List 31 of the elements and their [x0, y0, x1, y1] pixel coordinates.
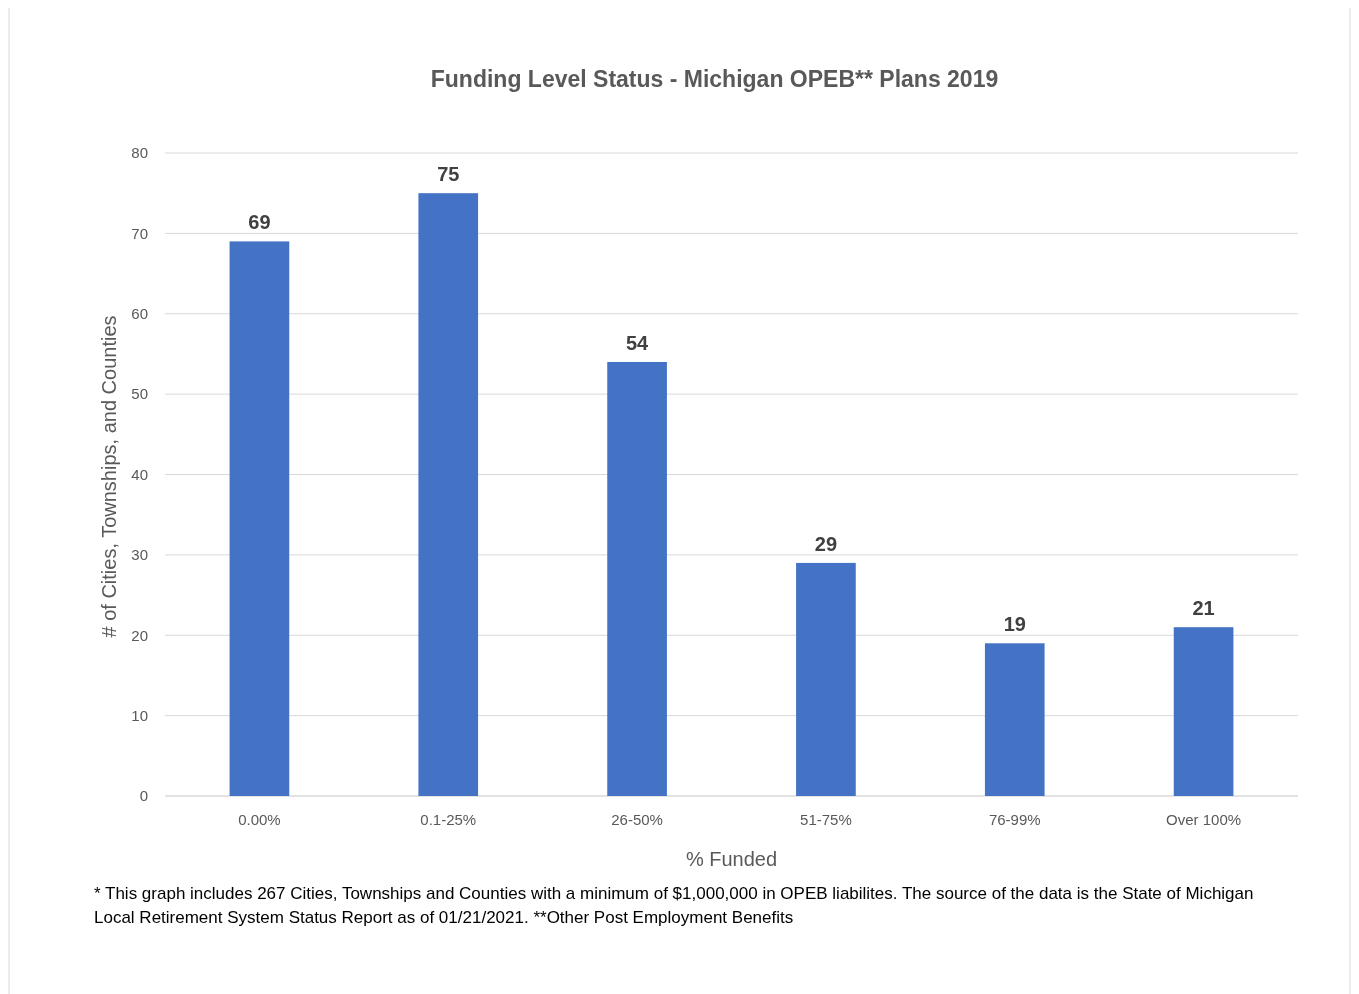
data-label: 19 — [1003, 613, 1026, 636]
x-tick-label: 26-50% — [611, 811, 663, 828]
y-tick-label: 30 — [131, 546, 148, 564]
y-axis-title: # of Cities, Townships, and Counties — [98, 315, 120, 638]
bar — [796, 562, 856, 796]
data-label: 29 — [814, 532, 838, 555]
text: * This graph includes 267 Cities, Townships and Counties with a minimum of $1,000,000 in OPEB liabilites. The source of the data is the State of Michigan Local Retirement System Status Report as of 01/21/2021. **Other Post Employment Benefits — [94, 883, 1255, 929]
y-tick-label: 20 — [131, 626, 148, 644]
data-label: 21 — [1192, 597, 1215, 620]
y-tick-label: 70 — [131, 224, 148, 242]
y-tick-label: 40 — [131, 465, 148, 483]
y-tick-label: 80 — [131, 144, 148, 162]
chart-title: Funding Level Status - Michigan OPEB** Plans 2019 — [430, 66, 999, 92]
data-label: 69 — [248, 211, 271, 234]
y-tick-label: 0 — [139, 787, 148, 805]
x-tick-label: Over 100% — [1166, 811, 1242, 828]
data-label: 54 — [625, 331, 650, 354]
x-tick-label: 0.1-25% — [420, 811, 477, 828]
bar — [607, 361, 667, 796]
y-tick-label: 10 — [131, 706, 148, 724]
x-axis-title: % Funded — [685, 848, 778, 870]
bar — [1173, 627, 1234, 796]
bar — [229, 241, 290, 796]
x-tick-label: 0.00% — [238, 811, 281, 828]
y-tick-label: 60 — [131, 305, 148, 322]
bar — [418, 193, 479, 796]
x-tick-label: 76-99% — [988, 811, 1041, 828]
x-tick-label: 51-75% — [800, 811, 852, 828]
bar — [984, 643, 1045, 796]
y-tick-label: 50 — [131, 385, 148, 403]
data-label: 75 — [437, 163, 460, 186]
